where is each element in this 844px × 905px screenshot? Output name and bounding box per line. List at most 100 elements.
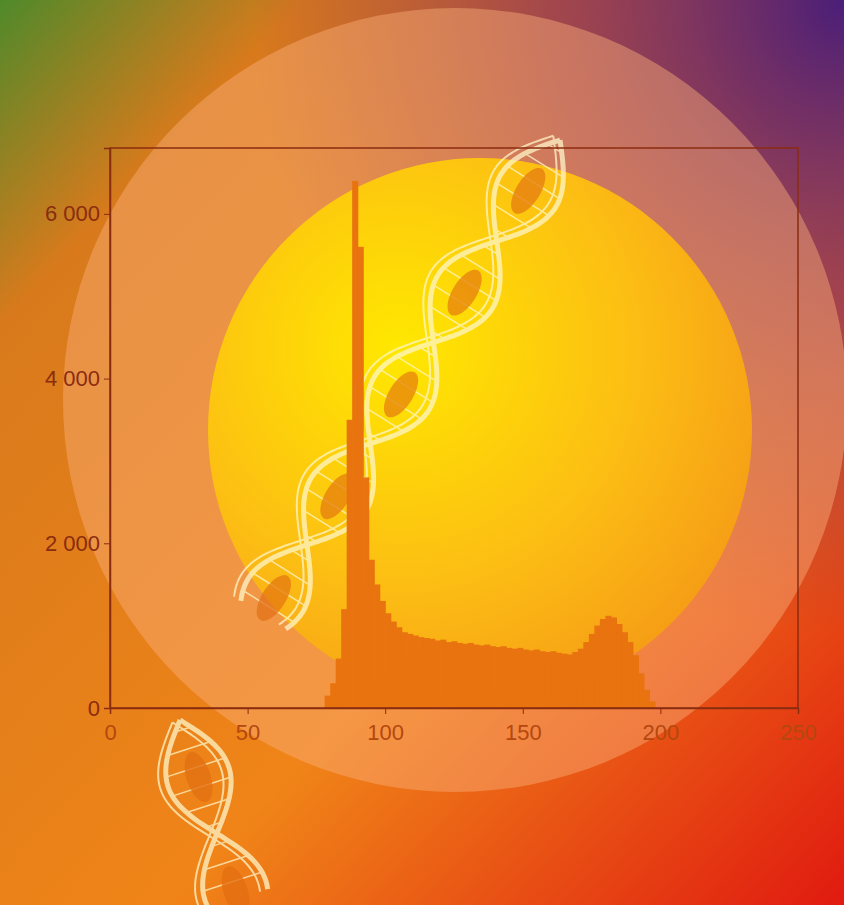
- histogram-bar: [479, 645, 485, 708]
- helix-bead: [179, 749, 218, 806]
- histogram-bar: [556, 653, 562, 708]
- histogram-bar: [578, 649, 584, 708]
- histogram-bar: [567, 654, 573, 708]
- histogram-bar: [572, 652, 578, 708]
- x-tick-mark: [798, 708, 799, 714]
- x-tick-mark: [248, 708, 249, 714]
- histogram-bar: [523, 650, 529, 708]
- y-tick-label: 2 000: [45, 531, 100, 556]
- histogram-bar: [611, 617, 617, 708]
- histogram-bar: [550, 651, 556, 708]
- helix-bead: [504, 162, 552, 219]
- y-tick-label: 6 000: [45, 201, 100, 226]
- helix-strand: [142, 713, 261, 905]
- helix-rung: [175, 727, 191, 732]
- helix-rung: [207, 822, 222, 827]
- helix-bead: [441, 264, 489, 321]
- y-tick-label: 0: [88, 696, 100, 721]
- helix-rung: [484, 246, 499, 255]
- x-axis: 050100150200250: [104, 708, 816, 745]
- y-tick-mark: [104, 543, 110, 544]
- x-tick-label: 0: [104, 720, 116, 745]
- helix-strand: [229, 119, 580, 628]
- helix-rung: [212, 841, 229, 846]
- histogram-bar: [528, 650, 534, 708]
- y-axis-line: [104, 149, 111, 709]
- x-tick: 150: [505, 708, 542, 745]
- histogram-bar: [391, 622, 397, 708]
- x-tick: 200: [643, 708, 680, 745]
- histogram-bar: [649, 701, 655, 708]
- histogram-bar: [583, 642, 589, 708]
- histogram-bar: [429, 639, 435, 708]
- histogram-bar: [435, 640, 441, 708]
- histogram-bar: [633, 655, 639, 708]
- helix-rung: [420, 347, 436, 357]
- x-tick-label: 50: [236, 720, 260, 745]
- histogram-bar: [446, 642, 452, 708]
- histogram-bar: [589, 634, 595, 708]
- histogram-bar: [484, 645, 490, 708]
- helix-bead: [216, 863, 255, 905]
- y-tick: 2 000: [45, 531, 110, 556]
- histogram-bar: [605, 616, 611, 708]
- x-tick-mark: [110, 708, 111, 714]
- plot-frame: [110, 148, 798, 708]
- histogram-bar: [462, 644, 468, 708]
- histogram-bar: [358, 247, 364, 708]
- histogram-bar: [330, 683, 336, 708]
- helix-strand: [229, 119, 580, 628]
- histogram-bar: [374, 584, 380, 708]
- histogram-bar: [490, 646, 496, 708]
- helix-strand: [236, 123, 587, 632]
- helix-strand: [150, 710, 269, 905]
- histogram-bar: [402, 632, 408, 708]
- bars: [325, 181, 656, 708]
- histogram-bar: [363, 477, 369, 708]
- y-axis: 0 2 000 4 000 6 000: [45, 149, 111, 721]
- outer-circle: [63, 8, 844, 792]
- histogram-bar: [352, 181, 358, 708]
- helix-bead: [377, 366, 425, 423]
- x-tick-mark: [523, 708, 524, 714]
- histogram-bar: [506, 648, 512, 708]
- histogram-bar: [407, 634, 413, 708]
- y-tick-mark: [104, 214, 110, 215]
- histogram-bar: [457, 643, 463, 708]
- histogram-bar: [424, 638, 430, 708]
- histogram-bar: [473, 645, 479, 708]
- y-tick-label: 4 000: [45, 366, 100, 391]
- dna-helix: [226, 119, 587, 637]
- histogram-bar: [561, 654, 567, 708]
- background: [0, 0, 844, 905]
- histogram-bar: [638, 673, 644, 708]
- histogram-bar: [468, 643, 474, 708]
- histogram-bar: [336, 659, 342, 708]
- chart: 02 0004 0006 000050100150200250: [45, 148, 817, 745]
- x-tick: 0: [104, 708, 116, 745]
- helix-rung: [369, 433, 381, 440]
- histogram-bar: [616, 624, 622, 708]
- x-tick-label: 100: [367, 720, 404, 745]
- histogram-bar: [512, 649, 518, 708]
- histogram-bar: [418, 637, 424, 708]
- helix-bead: [250, 570, 298, 627]
- histogram-bar: [517, 648, 523, 708]
- histogram-bar: [594, 626, 600, 708]
- helix-rung: [495, 229, 508, 237]
- histogram-bar: [325, 696, 331, 708]
- histogram-bar: [380, 601, 386, 708]
- y-tick-mark: [104, 379, 110, 380]
- y-tick: 0: [88, 696, 110, 721]
- x-tick-label: 200: [643, 720, 680, 745]
- histogram-bar: [396, 627, 402, 708]
- histogram-bar: [539, 651, 545, 708]
- helix-strand: [236, 123, 587, 632]
- histogram-bar: [644, 690, 650, 708]
- helix-strand: [150, 710, 269, 905]
- x-axis-line: [111, 709, 799, 715]
- histogram-bar: [627, 642, 633, 708]
- y-tick: 6 000: [45, 201, 110, 226]
- histogram-bar: [369, 560, 375, 708]
- x-tick: 100: [367, 708, 404, 745]
